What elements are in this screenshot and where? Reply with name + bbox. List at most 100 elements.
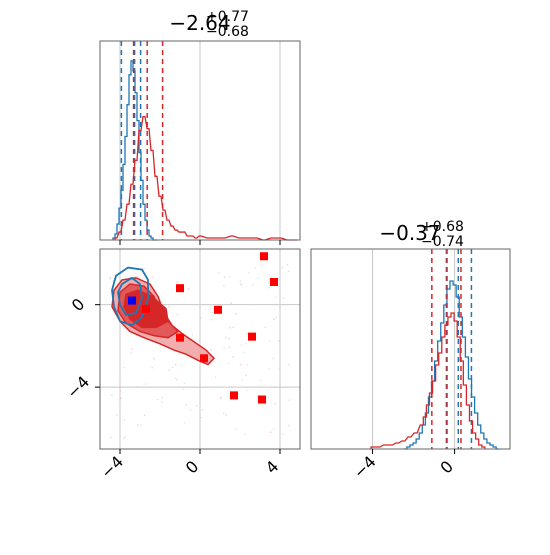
panel1-title-sub: −0.68 [206, 24, 249, 40]
scatter-sample-dot [244, 433, 246, 435]
red-square-marker [260, 252, 268, 261]
scatter-sample-dot [240, 282, 243, 285]
scatter-sample-dot [115, 414, 118, 416]
scatter-sample-dot [120, 397, 122, 400]
scatter-sample-dot [174, 363, 177, 366]
scatter-sample-dot [234, 428, 237, 431]
scatter-sample-dot [176, 313, 179, 316]
scatter-sample-dot [111, 394, 113, 396]
scatter-sample-dot [122, 437, 125, 440]
scatter-sample-dot [136, 275, 139, 278]
scatter-sample-dot [210, 318, 213, 321]
scatter-sample-dot [259, 379, 262, 382]
panel2-blue-histogram [403, 280, 500, 450]
scatter-sample-dot [281, 266, 284, 269]
scatter-sample-dot [264, 326, 267, 329]
blue-contour-outer [111, 266, 149, 327]
scatter-sample-dot [124, 436, 127, 438]
red-square-marker [270, 277, 278, 286]
scatter-sample-dot [267, 368, 270, 370]
scatter-sample-dot [161, 400, 163, 403]
scatter-sample-dot [186, 386, 188, 388]
scatter-sample-dot [211, 311, 213, 313]
scatter-sample-dot [109, 277, 112, 280]
panel2-title-main: −0.37 [379, 221, 440, 245]
red-square-marker [214, 305, 222, 314]
scatter-sample-dot [168, 306, 171, 308]
scatter-ytick-label: 0 [68, 294, 89, 315]
scatter-sample-dot [252, 284, 254, 286]
scatter-xtick-label: 4 [262, 457, 283, 478]
scatter-sample-dot [214, 376, 217, 379]
scatter-sample-dot [161, 396, 164, 399]
scatter-sample-dot [131, 347, 133, 350]
scatter-sample-dot [123, 418, 126, 421]
red-square-marker [248, 332, 256, 341]
panel2-layer: −4 0 [310, 248, 511, 482]
scatter-sample-dot [272, 357, 274, 360]
scatter-sample-dot [228, 346, 231, 349]
scatter-sample-dot [275, 296, 277, 298]
scatter-sample-dot [227, 362, 230, 365]
scatter-sample-dot [123, 366, 125, 369]
scatter-sample-dot [248, 272, 250, 274]
scatter-sample-dot [191, 333, 194, 336]
scatter-plot-area [109, 252, 291, 440]
panel2-frame [310, 248, 511, 450]
scatter-sample-dot [223, 285, 225, 287]
scatter-sample-dot [198, 432, 201, 434]
scatter-sample-dot [200, 317, 202, 319]
scatter-sample-dot [274, 402, 277, 405]
scatter-sample-dot [256, 395, 258, 398]
scatter-sample-dot [220, 397, 222, 399]
scatter-sample-dot [272, 428, 275, 430]
blue-contour-inner [117, 276, 143, 316]
scatter-sample-dot [200, 416, 203, 419]
panel1-layer [99, 40, 301, 245]
scatter-sample-dot [157, 398, 159, 401]
scatter-sample-dot [201, 408, 204, 411]
scatter-sample-dot [183, 421, 186, 424]
scatter-sample-dot [218, 272, 220, 274]
scatter-sample-dot [130, 352, 133, 354]
histogram-panel-param2: −4 0 −0.37 +0.68 −0.74 [310, 219, 511, 482]
scatter-sample-dot [268, 281, 271, 284]
panel2-title-sub: −0.74 [421, 234, 464, 250]
panel2-xtick-label: −4 [350, 452, 380, 482]
scatter-sample-dot [174, 377, 177, 380]
panel1-red-histogram [114, 115, 297, 241]
scatter-xtick-label: 0 [182, 457, 203, 478]
scatter-sample-dot [288, 424, 290, 427]
scatter-sample-dot [286, 263, 289, 266]
scatter-sample-dot [232, 326, 235, 329]
scatter-sample-dot [198, 340, 201, 342]
red-square-marker [176, 284, 184, 293]
scatter-sample-dot [183, 382, 186, 385]
scatter-sample-dot [228, 337, 230, 340]
panel1-title: −2.64 [169, 11, 230, 35]
scatter-sample-dot [288, 363, 290, 366]
scatter-sample-dot [195, 405, 198, 407]
scatter-sample-dot [189, 408, 192, 411]
scatter-sample-dot [210, 349, 212, 351]
scatter-sample-dot [278, 368, 280, 370]
panel1-title-sup: +0.77 [206, 9, 249, 25]
scatter-sample-dot [287, 270, 290, 273]
scatter-sample-dot [139, 424, 142, 426]
scatter-sample-dot [225, 336, 227, 339]
scatter-sample-dot [282, 297, 285, 300]
scatter-sample-dot [119, 389, 122, 392]
scatter-sample-dot [144, 383, 147, 385]
scatter-sample-dot [269, 431, 272, 433]
scatter-contour-panel: −4 0 4 0 −4 [63, 248, 301, 482]
scatter-sample-dot [267, 396, 270, 399]
scatter-sample-dot [176, 379, 178, 381]
scatter-sample-dot [109, 436, 112, 439]
scatter-sample-dot [239, 363, 242, 366]
scatter-sample-dot [223, 347, 225, 350]
scatter-sample-dot [176, 281, 179, 283]
scatter-sample-dot [223, 276, 226, 278]
scatter-sample-dot [151, 366, 154, 369]
scatter-sample-dot [268, 286, 270, 289]
